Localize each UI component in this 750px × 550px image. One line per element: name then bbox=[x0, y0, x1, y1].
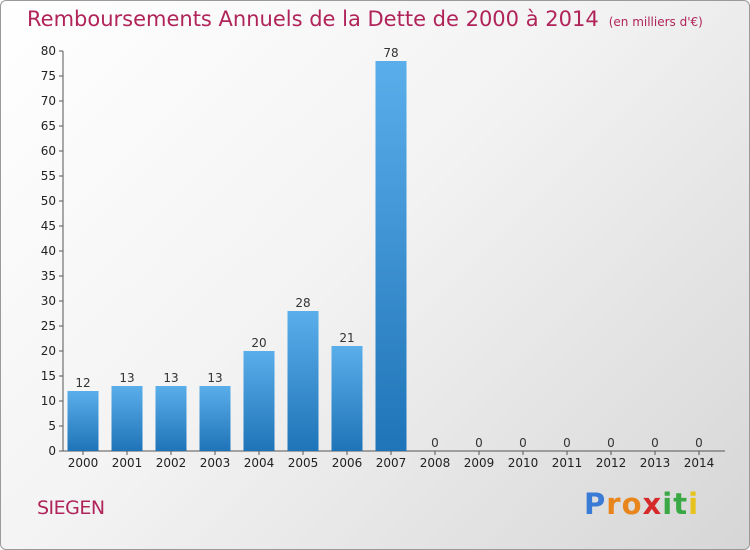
unit-text: (en milliers d'€) bbox=[608, 15, 703, 29]
bar bbox=[155, 386, 187, 451]
title-text: Remboursements Annuels de la Dette de 20… bbox=[27, 7, 599, 31]
bar bbox=[243, 351, 275, 451]
bar-value-label: 0 bbox=[607, 436, 615, 450]
y-tick-label: 25 bbox=[41, 319, 56, 333]
x-tick-label: 2014 bbox=[684, 456, 715, 470]
x-tick-label: 2009 bbox=[464, 456, 495, 470]
bar-value-label: 13 bbox=[163, 371, 178, 385]
bar bbox=[287, 311, 319, 451]
y-tick-label: 55 bbox=[41, 169, 56, 183]
x-tick-label: 2001 bbox=[112, 456, 143, 470]
y-tick-label: 75 bbox=[41, 69, 56, 83]
bar-value-label: 0 bbox=[519, 436, 527, 450]
y-tick-label: 40 bbox=[41, 244, 56, 258]
bar-value-label: 28 bbox=[295, 296, 310, 310]
x-tick-label: 2011 bbox=[552, 456, 583, 470]
bar bbox=[67, 391, 99, 451]
x-tick-label: 2004 bbox=[244, 456, 275, 470]
bar-value-label: 20 bbox=[251, 336, 266, 350]
x-tick-label: 2013 bbox=[640, 456, 671, 470]
y-tick-label: 35 bbox=[41, 269, 56, 283]
y-tick-label: 70 bbox=[41, 94, 56, 108]
logo-letter: i bbox=[662, 487, 674, 521]
bar-value-label: 0 bbox=[563, 436, 571, 450]
y-tick-label: 10 bbox=[41, 394, 56, 408]
x-tick-label: 2007 bbox=[376, 456, 407, 470]
bar bbox=[199, 386, 231, 451]
logo-letter: i bbox=[688, 487, 700, 521]
y-tick-label: 15 bbox=[41, 369, 56, 383]
logo-letter: t bbox=[673, 487, 689, 521]
x-tick-label: 2002 bbox=[156, 456, 187, 470]
bar-value-label: 13 bbox=[119, 371, 134, 385]
logo-letter: x bbox=[642, 487, 663, 521]
city-name: SIEGEN bbox=[37, 497, 105, 519]
bar bbox=[375, 61, 407, 451]
bars: 12 13 13 13 20 28 21 78 0 0 0 0 0 0 0 bbox=[67, 46, 703, 451]
y-tick-label: 0 bbox=[48, 444, 56, 458]
proxiti-logo: Proxiti bbox=[584, 487, 699, 521]
y-tick-label: 60 bbox=[41, 144, 56, 158]
bar-value-label: 0 bbox=[695, 436, 703, 450]
logo-letter: o bbox=[621, 487, 643, 521]
y-tick-label: 50 bbox=[41, 194, 56, 208]
bar-value-label: 21 bbox=[339, 331, 354, 345]
x-tick-label: 2000 bbox=[68, 456, 99, 470]
y-tick-label: 80 bbox=[41, 44, 56, 58]
y-tick-label: 5 bbox=[48, 419, 56, 433]
bar-value-label: 12 bbox=[75, 376, 90, 390]
bar-value-label: 0 bbox=[431, 436, 439, 450]
bar-value-label: 13 bbox=[207, 371, 222, 385]
bar-value-label: 0 bbox=[475, 436, 483, 450]
x-tick-label: 2006 bbox=[332, 456, 363, 470]
logo-letter: r bbox=[606, 487, 622, 521]
x-tick-label: 2003 bbox=[200, 456, 231, 470]
y-tick-label: 45 bbox=[41, 219, 56, 233]
logo-letter: P bbox=[584, 487, 607, 521]
x-tick-label: 2008 bbox=[420, 456, 451, 470]
chart-title: Remboursements Annuels de la Dette de 20… bbox=[27, 7, 703, 31]
y-tick-label: 65 bbox=[41, 119, 56, 133]
y-tick-label: 20 bbox=[41, 344, 56, 358]
bar-value-label: 78 bbox=[383, 46, 398, 60]
y-tick-label: 30 bbox=[41, 294, 56, 308]
bar bbox=[331, 346, 363, 451]
bar-value-label: 0 bbox=[651, 436, 659, 450]
x-tick-label: 2010 bbox=[508, 456, 539, 470]
x-tick-label: 2005 bbox=[288, 456, 319, 470]
x-tick-label: 2012 bbox=[596, 456, 627, 470]
bar bbox=[111, 386, 143, 451]
